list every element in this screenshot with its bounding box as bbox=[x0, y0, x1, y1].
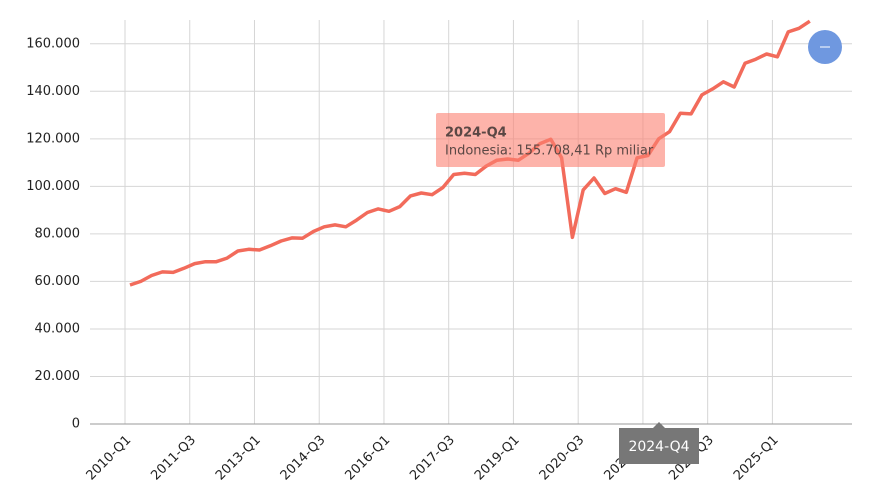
x-tick-label: 2025-Q1 bbox=[731, 433, 782, 484]
x-tick-label: 2014-Q3 bbox=[278, 433, 329, 484]
series-line bbox=[129, 19, 811, 287]
x-tick-label: 2017-Q3 bbox=[407, 433, 458, 484]
y-tick-label: 140.000 bbox=[26, 84, 80, 99]
y-tick-label: 120.000 bbox=[26, 131, 80, 146]
y-tick-label: 100.000 bbox=[26, 179, 80, 194]
hover-text: 2024-Q4 bbox=[628, 439, 689, 455]
marks bbox=[129, 19, 811, 287]
tooltip-label: Indonesia: 155.708,41 Rp miliar bbox=[445, 144, 654, 159]
x-tick-label: 2010-Q1 bbox=[84, 433, 135, 484]
x-tick-label: 2011-Q3 bbox=[148, 433, 199, 484]
tooltip-title: 2024-Q4 bbox=[445, 126, 507, 141]
x-tick-label: 2020-Q3 bbox=[537, 433, 588, 484]
hover-box bbox=[619, 428, 699, 464]
y-tick-label: 60.000 bbox=[35, 274, 81, 289]
x-tick-label: 2016-Q1 bbox=[343, 433, 394, 484]
grid: 0 20.000 40.000 60.000 80.000 100.000 120.000 1… bbox=[26, 20, 852, 483]
x-tick-label: 2013-Q1 bbox=[213, 433, 264, 484]
zoom-button[interactable] bbox=[808, 30, 842, 64]
hover-label: 2024-Q4 bbox=[619, 422, 699, 464]
y-tick-label: 40.000 bbox=[35, 321, 81, 336]
tooltip: 2024-Q4 Indonesia: 155.708,41 Rp miliar bbox=[436, 113, 665, 167]
tooltip-box bbox=[436, 113, 665, 167]
y-tick-label: 0 bbox=[72, 417, 80, 432]
y-tick-label: 20.000 bbox=[35, 369, 81, 384]
hover-pointer bbox=[653, 422, 665, 428]
y-tick-label: 80.000 bbox=[35, 226, 81, 241]
y-tick-label: 160.000 bbox=[26, 36, 80, 51]
x-tick-label: 2019-Q1 bbox=[472, 433, 523, 484]
